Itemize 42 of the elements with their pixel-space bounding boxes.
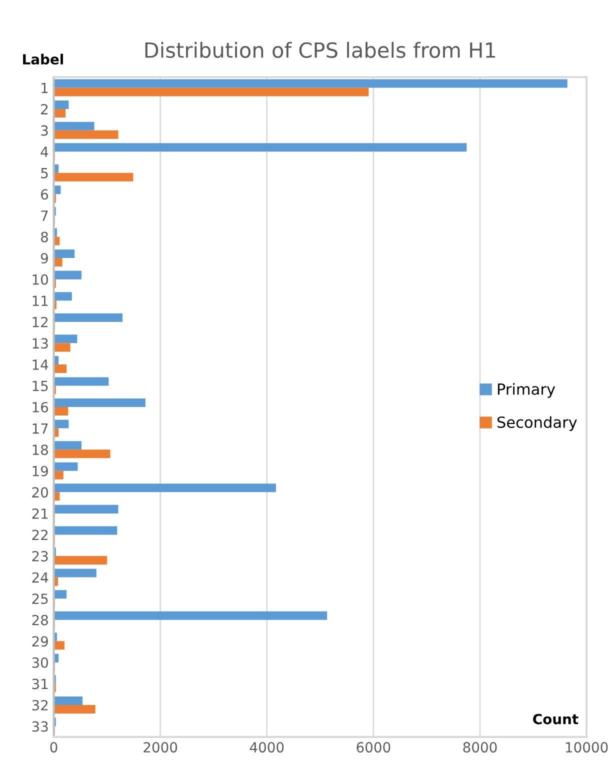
- y-tick-label: 4: [40, 146, 48, 157]
- y-tick-label: 29: [32, 636, 48, 647]
- chart-title: Distribution of CPS labels from H1: [145, 42, 496, 58]
- x-axis-title: Count: [533, 714, 578, 724]
- y-tick-label: 22: [32, 530, 48, 540]
- y-tick-label: 8: [41, 232, 48, 242]
- y-tick-label: 32: [32, 700, 48, 710]
- y-tick-label: 33: [32, 721, 48, 732]
- y-tick-label: 24: [32, 572, 48, 583]
- y-tick-label: 17: [32, 423, 48, 434]
- y-tick-label: 2: [41, 104, 48, 114]
- y-tick-label: 28: [32, 614, 48, 626]
- y-tick-label: 30: [32, 657, 48, 668]
- x-tick-label: 2000: [144, 742, 178, 753]
- y-tick-label: 23: [32, 550, 48, 562]
- y-tick-label: 1: [42, 82, 48, 94]
- y-tick-label: 5: [41, 168, 48, 178]
- y-tick-label: 31: [32, 678, 48, 690]
- y-tick-label: 14: [32, 360, 48, 370]
- y-tick-label: 3: [41, 125, 48, 136]
- x-tick-label: 6000: [356, 742, 390, 753]
- y-axis-title: Label: [23, 54, 63, 65]
- y-tick-label: 21: [32, 508, 48, 519]
- y-tick-label: 10: [32, 274, 48, 285]
- y-tick-label: 18: [32, 444, 48, 456]
- x-tick-label: 8000: [463, 742, 497, 753]
- y-tick-label: 25: [32, 594, 48, 604]
- x-tick-label: 4000: [250, 742, 284, 753]
- y-tick-label: 19: [32, 466, 48, 476]
- y-tick-label: 6: [41, 189, 48, 200]
- y-tick-label: 13: [32, 338, 48, 349]
- y-tick-label: 12: [32, 316, 48, 328]
- y-tick-label: 7: [41, 210, 48, 221]
- legend-label: Primary: [498, 383, 556, 398]
- y-tick-label: 15: [32, 380, 48, 392]
- y-tick-label: 16: [32, 402, 48, 412]
- y-tick-label: 20: [32, 487, 48, 498]
- legend-label: Secondary: [497, 416, 577, 431]
- y-tick-label: 11: [32, 296, 48, 306]
- x-tick-label: 0: [50, 742, 58, 753]
- x-tick-label: 10000: [566, 742, 608, 753]
- y-tick-label: 9: [40, 253, 48, 264]
